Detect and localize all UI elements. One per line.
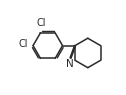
Text: Cl: Cl [37, 18, 46, 28]
Text: N: N [66, 59, 74, 70]
Text: Cl: Cl [18, 39, 28, 49]
